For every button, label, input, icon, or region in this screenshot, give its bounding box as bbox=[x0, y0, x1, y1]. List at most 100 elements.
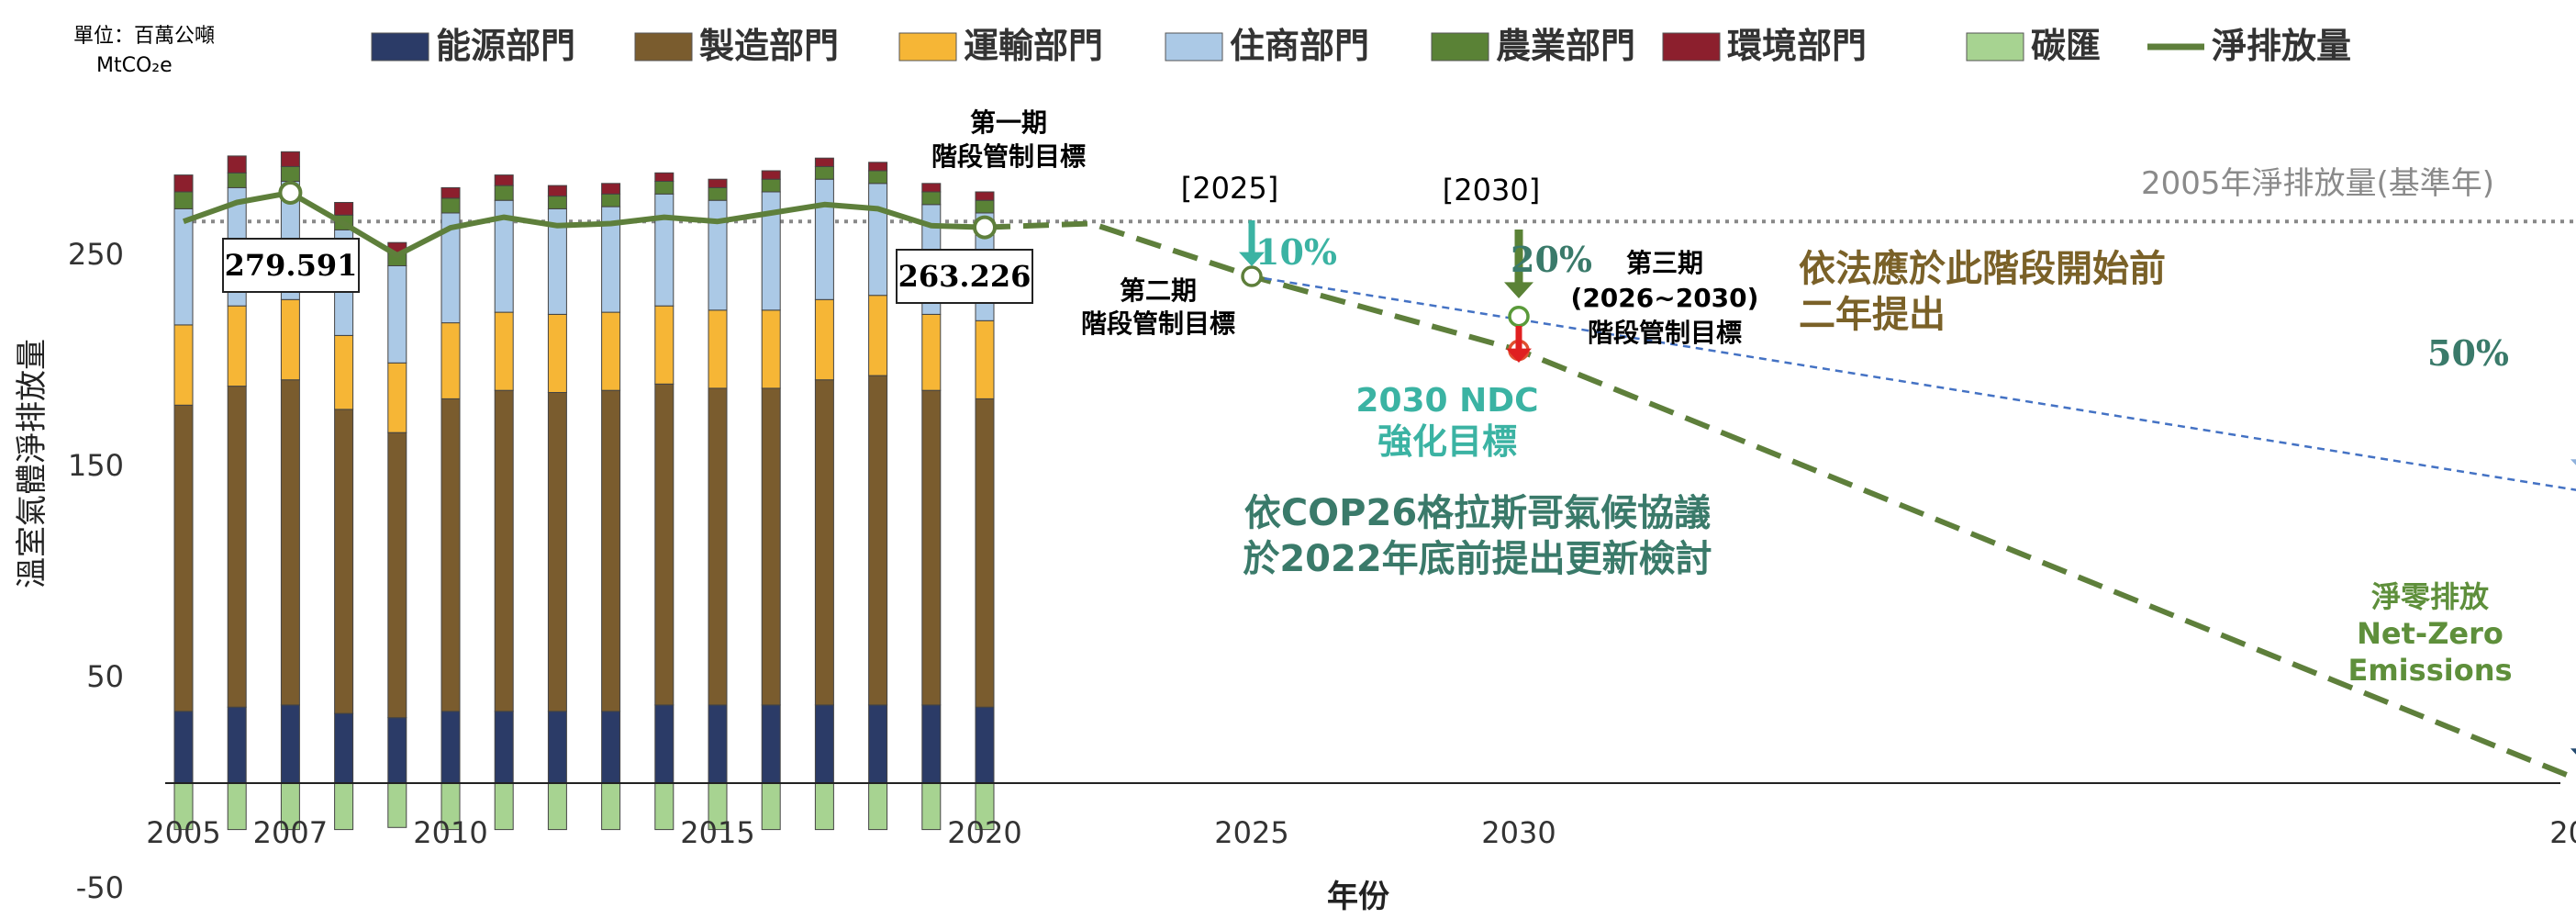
bar-segment bbox=[761, 170, 781, 180]
bar-segment bbox=[868, 183, 888, 297]
bar-segment bbox=[334, 334, 354, 410]
bar-segment bbox=[280, 165, 300, 182]
bar-segment bbox=[654, 181, 675, 195]
bar-segment bbox=[173, 174, 194, 193]
bar-segment bbox=[814, 157, 834, 167]
bar-segment bbox=[654, 782, 675, 831]
bar-segment bbox=[387, 265, 407, 364]
bar-segment bbox=[173, 207, 194, 326]
bar-segment bbox=[921, 704, 942, 784]
y-tick-label: 50 bbox=[86, 659, 124, 694]
target-point bbox=[1508, 305, 1530, 328]
bar-segment bbox=[814, 178, 834, 300]
bar-segment bbox=[387, 431, 407, 719]
cop26-label: 依COP26格拉斯哥氣候協議 bbox=[1244, 492, 1711, 534]
x-tick-label: 2025 bbox=[1214, 815, 1288, 850]
arrow-netzero-head bbox=[2570, 748, 2576, 755]
bar-segment bbox=[601, 183, 621, 195]
bar-segment bbox=[494, 711, 514, 784]
bar-segment bbox=[761, 309, 781, 389]
bar-segment bbox=[334, 782, 354, 831]
legend-swatch bbox=[898, 32, 957, 62]
netzero-label: Net-Zero bbox=[2357, 616, 2504, 651]
bar-segment bbox=[280, 298, 300, 381]
ndc-label: 2030 NDC bbox=[1355, 382, 1538, 420]
bar-segment bbox=[814, 165, 834, 180]
x-tick-label: 2050 bbox=[2549, 815, 2576, 850]
bar-segment bbox=[280, 379, 300, 706]
bar-segment bbox=[708, 178, 728, 188]
bar-segment bbox=[814, 704, 834, 784]
bar-segment bbox=[921, 782, 942, 831]
bar-segment bbox=[868, 782, 888, 831]
x-axis-title: 年份 bbox=[1327, 879, 1389, 915]
netzero-label: Emissions bbox=[2347, 653, 2512, 688]
bar-segment bbox=[601, 711, 621, 784]
phase1-label: 第一期 bbox=[970, 107, 1047, 138]
bar-segment bbox=[654, 172, 675, 183]
bar-segment bbox=[921, 313, 942, 391]
bar-segment bbox=[761, 178, 781, 193]
bar-segment bbox=[814, 298, 834, 381]
bar-segment bbox=[173, 711, 194, 784]
target-point bbox=[1241, 265, 1263, 287]
bar-segment bbox=[547, 313, 567, 393]
bar-segment bbox=[921, 183, 942, 193]
bar-segment bbox=[173, 191, 194, 209]
bar-segment bbox=[814, 782, 834, 831]
year-2025-label: [2025] bbox=[1181, 171, 1278, 206]
planned-path-line bbox=[984, 220, 2576, 782]
bar-segment bbox=[654, 193, 675, 307]
ndc-path-line bbox=[1251, 275, 2576, 491]
bar-segment bbox=[814, 379, 834, 706]
bar-segment bbox=[227, 305, 247, 387]
bar-segment bbox=[334, 202, 354, 216]
bar-segment bbox=[440, 186, 461, 199]
y-axis-title: 溫室氣體淨排放量 bbox=[14, 339, 50, 588]
bar-segment bbox=[334, 712, 354, 784]
pct-50-label: 50% bbox=[2427, 332, 2509, 374]
bar-segment bbox=[761, 704, 781, 784]
bar-segment bbox=[868, 704, 888, 784]
legend-swatch bbox=[1662, 32, 1721, 62]
bar-segment bbox=[761, 782, 781, 831]
bar-segment bbox=[708, 309, 728, 389]
gridlines: 2005年淨排放量(基準年) bbox=[184, 165, 2576, 224]
bar-segment bbox=[921, 191, 942, 206]
bar-segment bbox=[975, 191, 995, 201]
bar-segment bbox=[708, 704, 728, 784]
phase2-label: 第二期 bbox=[1120, 275, 1197, 306]
net-emissions-line bbox=[182, 189, 986, 258]
bar-segment bbox=[494, 185, 514, 201]
bar-segment bbox=[975, 706, 995, 784]
year-2030-label: [2030] bbox=[1443, 173, 1540, 207]
baseline-label: 2005年淨排放量(基準年) bbox=[2141, 165, 2494, 202]
bar-segment bbox=[494, 389, 514, 712]
x-tick-label: 2007 bbox=[253, 815, 328, 850]
bar-segment bbox=[708, 387, 728, 706]
law-label: 依法應於此階段開始前 bbox=[1799, 248, 2166, 290]
bar-segment bbox=[547, 196, 567, 209]
bar-segment bbox=[601, 193, 621, 207]
bar-segment bbox=[173, 324, 194, 406]
legend-swatch bbox=[1966, 32, 2024, 62]
bar-segment bbox=[334, 409, 354, 714]
bar-segment bbox=[868, 375, 888, 706]
bar-segment bbox=[547, 711, 567, 784]
bar-segment bbox=[227, 155, 247, 174]
arrow-50pct-head bbox=[2570, 459, 2576, 465]
bar-segment bbox=[280, 151, 300, 167]
bar-segment bbox=[654, 305, 675, 385]
bar-segment bbox=[654, 704, 675, 784]
bar-segment bbox=[708, 199, 728, 311]
arrow-2025-head bbox=[1239, 252, 1265, 266]
legend-label: 運輸部門 bbox=[964, 26, 1103, 66]
legend-label: 淨排放量 bbox=[2212, 26, 2351, 66]
ndc-label: 強化目標 bbox=[1377, 421, 1517, 462]
bars bbox=[173, 151, 995, 831]
legend-label: 環境部門 bbox=[1727, 26, 1867, 66]
phase3-label: (2026~2030) bbox=[1571, 283, 1759, 313]
legend: 單位：百萬公噸 MtCO₂e 能源部門 製造部門 運輸部門 住商部門 農業部門 環境部門 碳匯 淨… bbox=[73, 25, 2351, 77]
bar-segment bbox=[975, 398, 995, 708]
axes: -50 50 150 250 2005 2007 2010 2015 2020 2025 2030 2… bbox=[14, 237, 2576, 915]
